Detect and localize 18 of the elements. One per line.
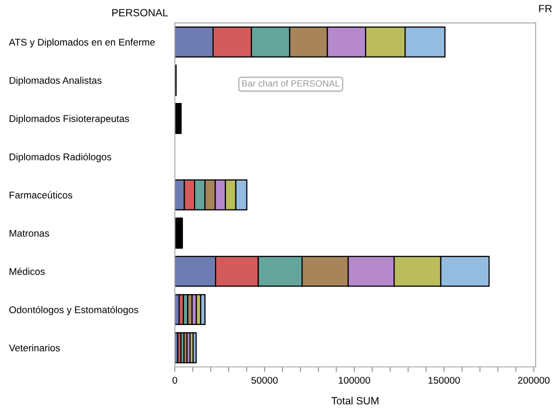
y-tick-label: Diplomados Radiólogos (10, 153, 112, 162)
x-tick-label: 50000 (251, 376, 278, 384)
x-tick-label: 150000 (428, 376, 460, 384)
x-tick-label: 0 (172, 376, 178, 384)
y-tick-label: Farmaceúticos (10, 191, 72, 199)
y-tick-label: Matronas (10, 230, 50, 237)
y-axis-title: PERSONAL (112, 8, 168, 16)
y-tick-label: Odontólogos y Estomatólogos (9, 306, 138, 316)
y-tick-label: Veterinarios (8, 344, 60, 352)
y-tick-label: ATS y Diplomados en en Enferme (8, 38, 155, 48)
y-tick-label: Médicos (10, 268, 45, 275)
y-tick-label: Diplomados Fisioterapeutas (10, 114, 130, 124)
x-tick-label: 100000 (338, 376, 370, 384)
y-tick-label: Diplomados Analistas (10, 76, 102, 86)
annotation: Bar chart of PERSONAL (242, 80, 340, 87)
text: FR (539, 4, 552, 12)
x-axis-title: Total SUM (331, 396, 378, 404)
x-tick-label: 200000 (518, 376, 550, 384)
